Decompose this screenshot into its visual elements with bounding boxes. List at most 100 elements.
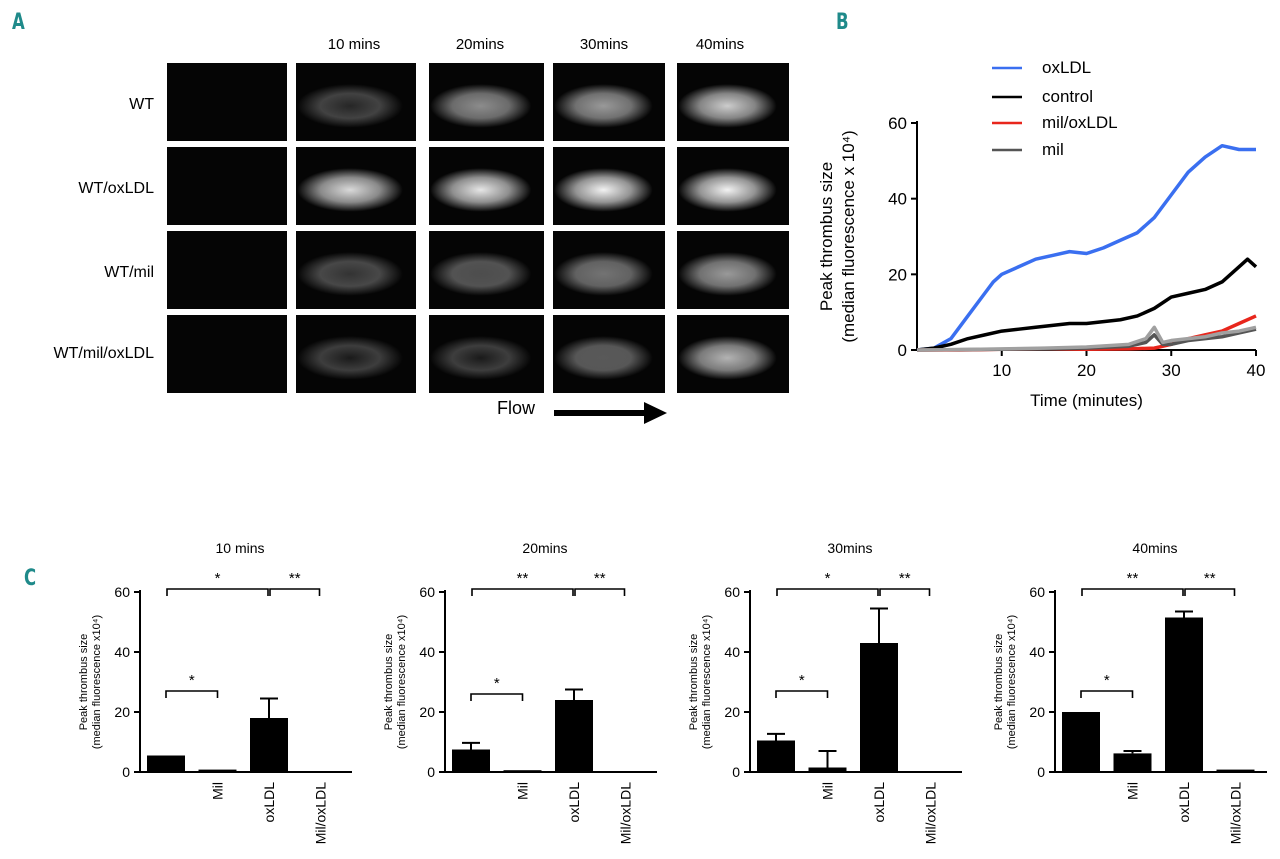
legend-label: mil bbox=[1042, 140, 1064, 159]
significance-bracket bbox=[1081, 588, 1184, 596]
y-tick-label: 0 bbox=[732, 764, 740, 780]
y-axis-label-2: (median fluorescence x10⁴) bbox=[701, 615, 713, 749]
y-axis-label-2: (median fluorescence x10⁴) bbox=[91, 615, 103, 749]
y-tick-label: 60 bbox=[114, 584, 130, 600]
category-label: Mil bbox=[820, 782, 836, 800]
bar bbox=[198, 769, 237, 772]
significance-bracket bbox=[470, 693, 524, 701]
y-tick-label: 60 bbox=[1029, 584, 1045, 600]
y-tick-label: 40 bbox=[419, 644, 435, 660]
significance-bracket bbox=[574, 588, 626, 596]
micrograph-tile bbox=[296, 147, 416, 225]
series-line bbox=[916, 143, 1256, 352]
chart-title: 20mins bbox=[522, 540, 567, 556]
significance-label: * bbox=[825, 570, 831, 587]
significance-label: * bbox=[799, 672, 805, 689]
micrograph-tile bbox=[429, 147, 544, 225]
significance-bracket bbox=[1184, 588, 1236, 596]
x-tick-label: 10 bbox=[992, 361, 1011, 380]
significance-bracket bbox=[776, 588, 879, 596]
line-chart: 0 20 40 60 10 20 30 40 Peak thrombus size (median… bbox=[817, 58, 1266, 410]
legend-label: control bbox=[1042, 87, 1093, 106]
micrograph-tile bbox=[429, 63, 544, 141]
micrograph-tile bbox=[167, 315, 287, 393]
bar bbox=[606, 771, 645, 773]
micrograph-tile bbox=[677, 147, 789, 225]
micrograph-tile bbox=[553, 231, 665, 309]
bar-chart-40min: 40mins 0 20 40 60 Peak thrombus size (median f… bbox=[993, 540, 1267, 844]
panel-letter-c: C bbox=[24, 566, 37, 591]
series-line bbox=[916, 325, 1257, 352]
chart-title: 30mins bbox=[827, 540, 872, 556]
micrograph-tile bbox=[429, 231, 544, 309]
row-label: WT/mil/oxLDL bbox=[53, 345, 154, 362]
bar-chart-20min: 20mins 0 20 40 60 Peak thrombus size (median f… bbox=[383, 540, 657, 844]
y-tick-label: 0 bbox=[898, 341, 907, 360]
y-axis-label-2: (median fluorescence x 10⁴) bbox=[839, 130, 858, 342]
category-label: Mil/oxLDL bbox=[618, 782, 634, 844]
category-label: Mil/oxLDL bbox=[1228, 782, 1244, 844]
time-header: 40mins bbox=[695, 36, 745, 53]
y-tick-label: 40 bbox=[888, 190, 907, 209]
y-axis-label-2: (median fluorescence x10⁴) bbox=[396, 615, 408, 749]
category-label: Mil bbox=[515, 782, 531, 800]
flow-label: Flow bbox=[497, 398, 536, 418]
micrograph-tile bbox=[167, 147, 287, 225]
y-tick-label: 60 bbox=[888, 114, 907, 133]
bar bbox=[1062, 712, 1100, 772]
micrograph-tile bbox=[677, 231, 789, 309]
micrograph-tile bbox=[677, 63, 789, 141]
significance-label: * bbox=[215, 570, 221, 587]
panel-letter-a: A bbox=[12, 10, 25, 35]
legend-label: oxLDL bbox=[1042, 58, 1091, 77]
time-header: 20mins bbox=[455, 36, 505, 53]
y-tick-label: 20 bbox=[724, 704, 740, 720]
significance-label: * bbox=[1104, 672, 1110, 689]
y-axis-label: Peak thrombus size bbox=[817, 162, 836, 311]
y-axis-label: Peak thrombus size bbox=[993, 634, 1005, 731]
y-tick-label: 40 bbox=[114, 644, 130, 660]
y-tick-label: 0 bbox=[427, 764, 435, 780]
y-axis-label: Peak thrombus size bbox=[383, 634, 395, 731]
time-header: 30mins bbox=[579, 36, 629, 53]
micrograph-tile bbox=[296, 63, 416, 141]
significance-label: * bbox=[494, 675, 500, 692]
y-tick-label: 20 bbox=[1029, 704, 1045, 720]
category-label: oxLDL bbox=[566, 782, 582, 823]
significance-label: * bbox=[189, 672, 195, 689]
category-label: Mil/oxLDL bbox=[923, 782, 939, 844]
significance-bracket bbox=[166, 588, 269, 596]
category-label: Mil bbox=[210, 782, 226, 800]
micrograph-tile bbox=[677, 315, 789, 393]
chart-title: 10 mins bbox=[215, 540, 264, 556]
category-label: oxLDL bbox=[871, 782, 887, 823]
bar bbox=[757, 740, 795, 772]
significance-bracket bbox=[165, 690, 219, 698]
micrograph-tile bbox=[296, 315, 416, 393]
row-label: WT/oxLDL bbox=[78, 180, 154, 197]
bar-chart-10min: 10 mins 0 20 40 60 Peak thrombus size (median … bbox=[78, 540, 352, 844]
significance-label: ** bbox=[517, 570, 529, 587]
significance-label: ** bbox=[899, 570, 911, 587]
bar bbox=[1165, 617, 1203, 772]
bar bbox=[147, 755, 185, 772]
y-tick-label: 0 bbox=[122, 764, 130, 780]
significance-bracket bbox=[775, 690, 829, 698]
category-label: oxLDL bbox=[1176, 782, 1192, 823]
category-label: Mil/oxLDL bbox=[313, 782, 329, 844]
x-tick-label: 20 bbox=[1077, 361, 1096, 380]
bar bbox=[301, 771, 340, 773]
y-tick-label: 40 bbox=[724, 644, 740, 660]
bar bbox=[1113, 753, 1152, 772]
category-label: oxLDL bbox=[261, 782, 277, 823]
y-tick-label: 40 bbox=[1029, 644, 1045, 660]
y-axis-label: Peak thrombus size bbox=[78, 634, 90, 731]
flow-arrow-icon bbox=[554, 402, 667, 424]
category-label: Mil bbox=[1125, 782, 1141, 800]
significance-bracket bbox=[269, 588, 321, 596]
bar bbox=[452, 749, 490, 772]
bar bbox=[808, 767, 847, 772]
micrograph-tile bbox=[429, 315, 544, 393]
x-tick-label: 40 bbox=[1247, 361, 1266, 380]
significance-label: ** bbox=[289, 570, 301, 587]
